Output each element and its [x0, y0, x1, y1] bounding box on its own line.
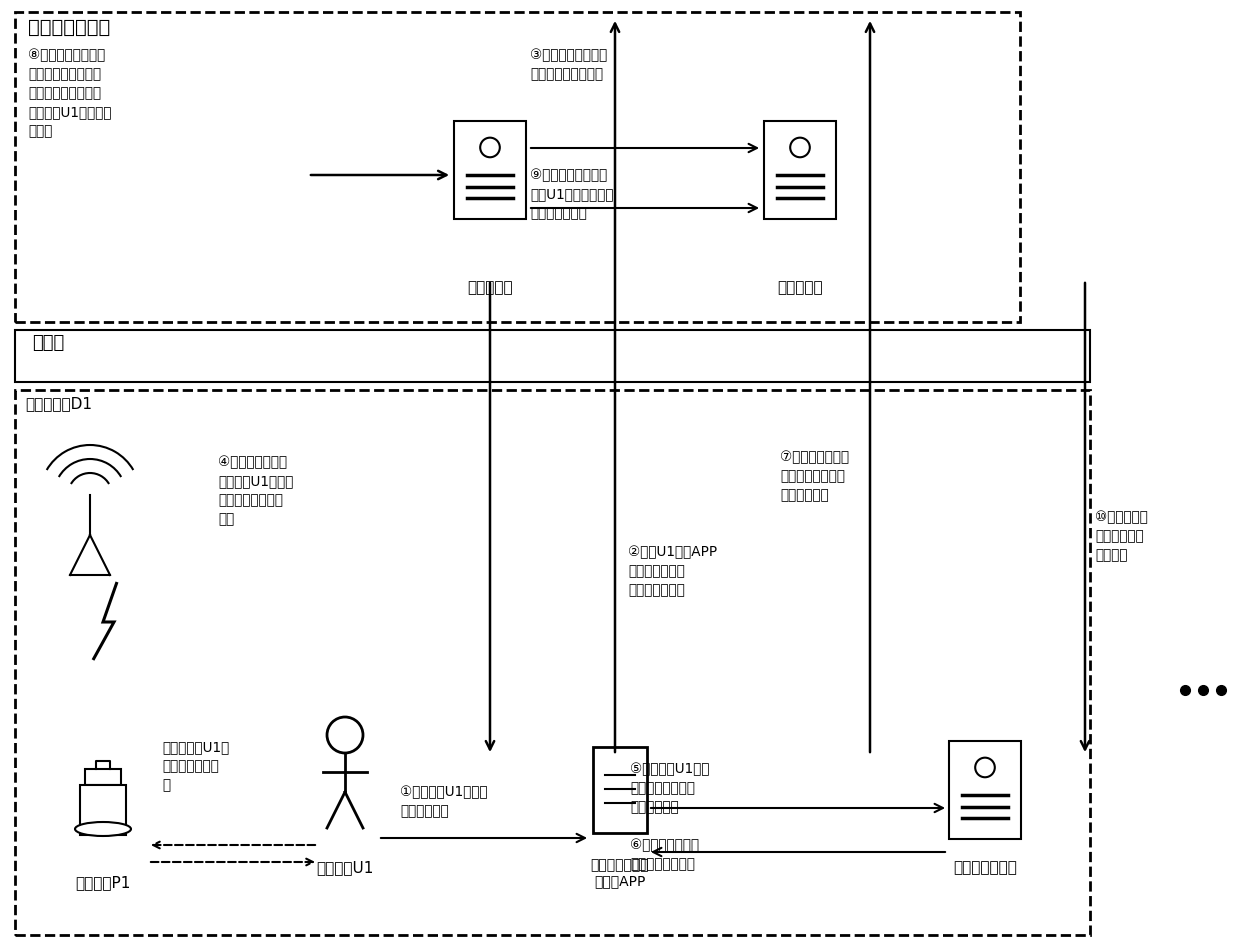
Text: ①充电车主U1发起充
值电度币请求: ①充电车主U1发起充 值电度币请求 — [401, 785, 487, 818]
Bar — [454, 121, 526, 219]
Bar — [593, 747, 647, 833]
Text: 第三方支付服务: 第三方支付服务 — [954, 860, 1017, 875]
Text: ⑤车主用户U1，通
过第三方支付服务
完成订单支付: ⑤车主用户U1，通 过第三方支付服务 完成订单支付 — [630, 762, 709, 813]
Text: 车主用户U1: 车主用户U1 — [316, 860, 373, 875]
Text: ⑥第三方支付系统
返回用户支付结果: ⑥第三方支付系统 返回用户支付结果 — [630, 838, 699, 871]
Text: 以太网: 以太网 — [32, 334, 64, 352]
Bar — [15, 12, 1021, 322]
Text: ⑦第三方支付系统
向应用服务器发送
支付完成通知: ⑦第三方支付系统 向应用服务器发送 支付完成通知 — [780, 450, 849, 502]
Bar — [15, 330, 1090, 382]
Text: ②车主U1通过APP
提交充值订单记
录给应用服务器: ②车主U1通过APP 提交充值订单记 录给应用服务器 — [627, 545, 717, 597]
Ellipse shape — [74, 822, 131, 836]
Text: ④应用服务器返回
车主用户U1订单提
交成功，等待用户
支付: ④应用服务器返回 车主用户U1订单提 交成功，等待用户 支付 — [218, 455, 294, 526]
Text: 电度币系统手机
客户端APP: 电度币系统手机 客户端APP — [590, 858, 650, 888]
Bar — [81, 785, 126, 835]
Text: 电度币交换系统: 电度币交换系统 — [29, 18, 110, 37]
Text: ⑨应用服务器将车主
用户U1账户充值收入
明细写入数据库: ⑨应用服务器将车主 用户U1账户充值收入 明细写入数据库 — [529, 168, 614, 220]
Text: 应用服务器: 应用服务器 — [467, 280, 513, 295]
Bar — [86, 769, 122, 785]
Text: ⑩应用服务器
返回订单处理
完成响应: ⑩应用服务器 返回订单处理 完成响应 — [1095, 510, 1148, 562]
Bar — [949, 741, 1021, 839]
Bar — [764, 121, 836, 219]
Text: ③应用服务器将充值
订单信息写入数据库: ③应用服务器将充值 订单信息写入数据库 — [529, 48, 608, 80]
Text: ⑧应用服务器根据第
三方支付通知，更新
订单支付状态，增加
车主账户U1电度币充
值额度: ⑧应用服务器根据第 三方支付通知，更新 订单支付状态，增加 车主账户U1电度币充… — [29, 48, 112, 138]
Text: ⑪充电车主U1电
度币账户充值完
成: ⑪充电车主U1电 度币账户充值完 成 — [162, 740, 229, 792]
Text: 充电设施P1: 充电设施P1 — [76, 875, 130, 890]
Bar — [15, 390, 1090, 935]
Text: 数据采集器D1: 数据采集器D1 — [25, 396, 92, 411]
Text: 数据服务器: 数据服务器 — [777, 280, 823, 295]
